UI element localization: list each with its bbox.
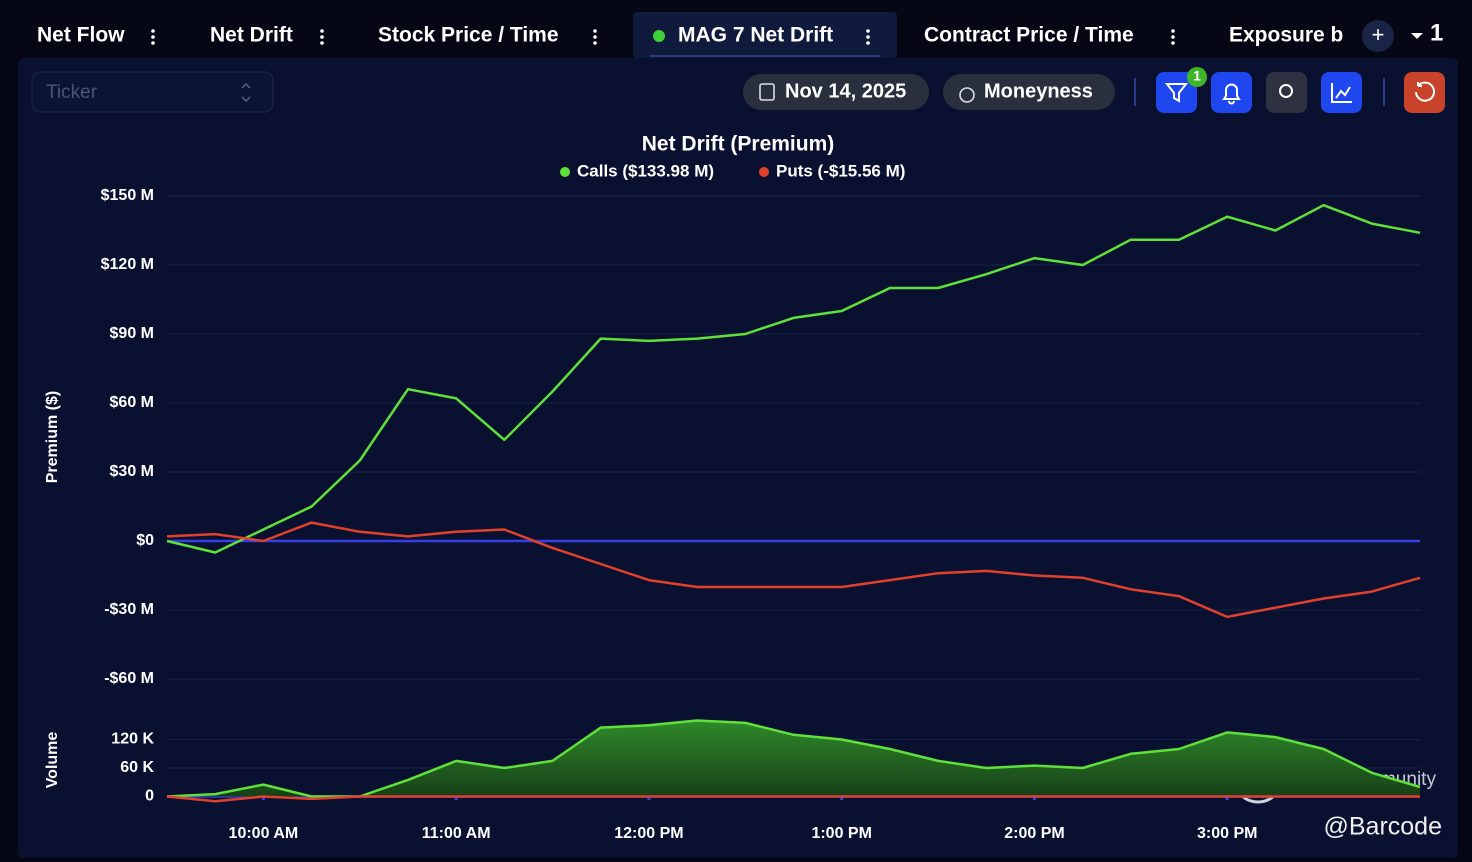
y-tick-label: -$60 M — [104, 670, 154, 687]
y-tick-label: $60 M — [110, 394, 154, 411]
tab-menu-dot — [1171, 41, 1175, 45]
tab-menu-dot — [320, 29, 324, 33]
calendar-icon — [759, 83, 775, 101]
volume-line — [166, 795, 1420, 803]
dropdown-caret[interactable] — [1411, 33, 1423, 39]
tab-menu-dot — [866, 35, 870, 39]
ticker-placeholder[interactable]: Ticker — [46, 82, 98, 103]
filter-button[interactable] — [1156, 72, 1197, 113]
tab-menu-dot — [593, 29, 597, 33]
tab-count: 1 — [1430, 19, 1443, 46]
tab[interactable]: Contract Price / Time — [924, 24, 1134, 47]
filter-icon — [1164, 83, 1189, 103]
tab-menu-dot — [866, 41, 870, 45]
tab-menu-dot — [1171, 29, 1175, 33]
tab-menu-dot — [593, 41, 597, 45]
tab-menu-dot — [593, 35, 597, 39]
series-line — [166, 521, 1421, 619]
add-tab-button[interactable] — [1362, 20, 1394, 52]
moneyness[interactable]: Moneyness — [984, 80, 1093, 102]
y-tick-label: $90 M — [110, 325, 154, 342]
tab-menu-dot — [151, 41, 155, 45]
y-tick-label: $0 — [136, 532, 154, 549]
y-tick-label: -$30 M — [104, 601, 154, 618]
x-tick-label: 3:00 PM — [1197, 825, 1257, 842]
tab-menu-dot — [151, 29, 155, 33]
chart-title: Net Drift (Premium) — [642, 133, 835, 156]
theme-button[interactable] — [1266, 72, 1307, 113]
reset-icon — [1415, 81, 1435, 102]
y-tick-label: 0 — [145, 788, 154, 805]
tab[interactable]: Net Drift — [210, 24, 293, 47]
x-tick-label: 11:00 AM — [422, 825, 491, 842]
series-line — [166, 203, 1421, 554]
moneyness-button[interactable] — [943, 74, 1115, 110]
legend-entry[interactable]: Calls ($133.98 M) — [577, 161, 714, 180]
alert-button[interactable] — [1211, 72, 1252, 113]
y-tick-label: $150 M — [101, 187, 154, 204]
x-tick-label: 10:00 AM — [229, 825, 299, 842]
tab-menu-dot — [866, 29, 870, 33]
filter-badge — [1187, 67, 1207, 87]
reset-button[interactable] — [1404, 72, 1445, 113]
y-tick-label: 120 K — [111, 731, 154, 748]
add-tab[interactable]: + — [1372, 22, 1385, 47]
live-dot — [653, 30, 665, 42]
tab-menu-dot — [1171, 35, 1175, 39]
y-axis-title: Premium ($) — [44, 391, 61, 483]
tab[interactable]: Exposure b — [1229, 24, 1343, 47]
legend-entry[interactable]: Puts (-$15.56 M) — [776, 161, 905, 180]
tab-menu-dot — [320, 35, 324, 39]
ticker-input[interactable] — [31, 71, 274, 113]
legend-marker — [560, 167, 570, 177]
y-tick-label: 60 K — [120, 759, 154, 776]
bulb-icon — [1279, 84, 1293, 98]
chart-icon — [1331, 83, 1352, 103]
tab[interactable]: MAG 7 Net Drift — [678, 24, 833, 47]
bag-icon — [959, 87, 975, 103]
active-tab-bg — [633, 12, 897, 58]
x-tick-label: 1:00 PM — [811, 825, 871, 842]
credit: @Barcode — [1324, 813, 1443, 841]
tab[interactable]: Net Flow — [37, 24, 125, 47]
y-axis-title: Volume — [44, 732, 61, 789]
date-button[interactable] — [743, 74, 929, 110]
legend-marker — [759, 167, 769, 177]
tab[interactable]: Stock Price / Time — [378, 24, 559, 47]
select-arrows — [241, 82, 251, 103]
tab-menu-dot — [151, 35, 155, 39]
date[interactable]: Nov 14, 2025 — [785, 80, 906, 102]
volume-area — [167, 720, 1420, 797]
y-tick-label: $120 M — [101, 256, 154, 273]
y-tick-label: $30 M — [110, 463, 154, 480]
volume-line — [166, 719, 1421, 798]
bell-icon — [1222, 83, 1241, 105]
filter-count: 1 — [1193, 68, 1201, 84]
x-tick-label: 2:00 PM — [1004, 825, 1064, 842]
tab-menu-dot — [320, 41, 324, 45]
x-tick-label: 12:00 PM — [614, 825, 683, 842]
